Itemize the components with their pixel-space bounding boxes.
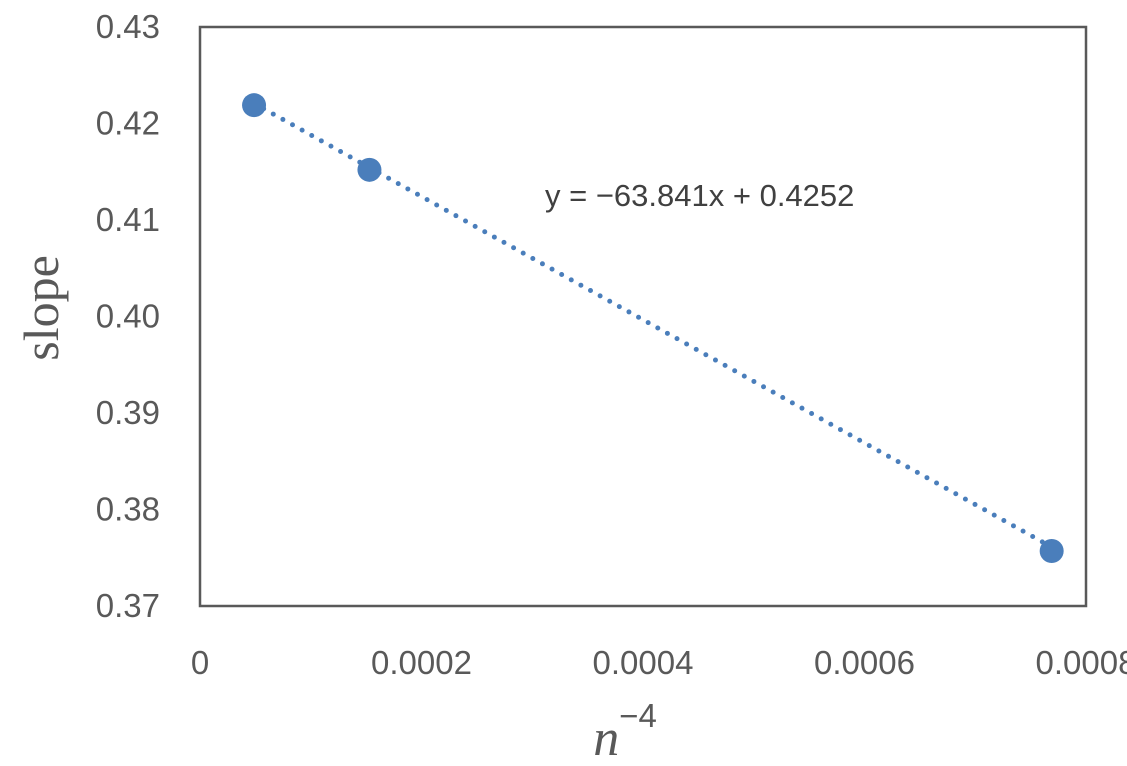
x-axis-title-base: n — [593, 710, 619, 766]
x-tick-label: 0.0004 — [593, 644, 694, 681]
y-tick-label: 0.43 — [96, 8, 160, 45]
x-tick-label: 0.0006 — [814, 644, 915, 681]
x-tick-label: 0.0008 — [1036, 644, 1127, 681]
y-tick-label: 0.41 — [96, 201, 160, 238]
x-axis-title: n−4 — [593, 697, 657, 766]
y-tick-label: 0.39 — [96, 394, 160, 431]
data-point — [1039, 538, 1064, 563]
y-tick-label: 0.42 — [96, 105, 160, 142]
y-tick-label: 0.37 — [96, 587, 160, 624]
data-point — [357, 157, 382, 182]
trendline-layer — [251, 100, 1055, 550]
y-tick-label: 0.40 — [96, 298, 160, 335]
y-tick-labels: 0.37 0.38 0.39 0.40 0.41 0.42 0.43 — [96, 8, 160, 624]
x-tick-labels: 0 0.0002 0.0004 0.0006 0.0008 — [191, 644, 1127, 681]
x-tick-label: 0 — [191, 644, 209, 681]
data-points-layer — [242, 93, 1064, 563]
x-axis-title-exponent: −4 — [619, 697, 657, 734]
x-tick-label: 0.0002 — [371, 644, 472, 681]
plot-area-border — [198, 25, 1088, 608]
y-tick-label: 0.38 — [96, 491, 160, 528]
y-axis-title: slope — [13, 255, 69, 361]
trendline-equation: y = −63.841x + 0.4252 — [545, 178, 854, 213]
trendline — [251, 100, 1055, 550]
data-point — [242, 93, 267, 118]
